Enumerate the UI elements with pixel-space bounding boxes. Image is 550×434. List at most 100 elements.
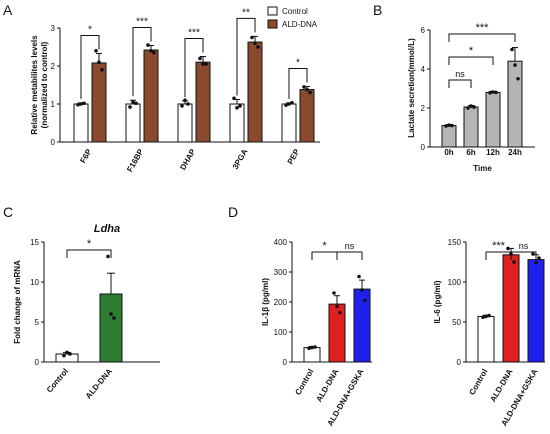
y-axis-label-line: Relative metabilites levels [30,35,39,135]
data-point [65,350,69,355]
comparison-label: ns [519,241,529,251]
panel-label-b: B [373,2,382,18]
significance-bracket [288,68,308,99]
y-axis-label-line: Fold change of mRNA [13,260,22,344]
data-point [513,63,517,67]
x-tick-label: 0h [444,148,453,157]
data-point [305,87,309,92]
y-tick-label: 5 [35,318,40,327]
data-point [335,304,339,309]
y-axis-label: IL-1β (pg/ml) [261,278,270,326]
data-point [450,123,454,128]
data-point [537,256,541,260]
data-point [531,252,535,256]
data-point [146,43,150,47]
data-point [466,106,470,110]
data-point [97,60,101,64]
comparison-bracket [448,33,516,42]
y-tick-label: 2 [421,104,426,113]
bar-control [73,103,89,143]
legend-label: ALD-DNA [282,20,318,29]
bar-series [477,315,495,363]
y-tick-label: 0 [457,358,462,367]
y-tick-label: 400 [274,238,288,247]
data-point [201,62,205,66]
data-point [253,41,257,45]
data-point [484,314,488,319]
data-point [250,35,254,40]
y-tick-label: 1 [51,100,56,109]
y-tick-label: 0 [421,143,426,152]
bar-control [125,103,141,143]
legend-label: Control [282,7,308,16]
data-point [290,101,294,105]
comparison-label: ns [455,69,465,79]
data-point [506,246,510,251]
bar-series [99,293,123,363]
bar-series [55,353,79,363]
data-point [313,345,317,349]
comparison-bracket [311,251,338,260]
panel-label-a: A [3,2,13,18]
bar-series [502,254,520,363]
significance-bracket [184,38,204,97]
comparison-label: * [322,240,327,252]
chart-panel-3-d: 0 100 200 300 400 IL-1β (pg/ml) ControlALD-DNA… [261,238,372,428]
y-axis-label: Fold change of mRNA [13,260,22,344]
y-tick-label: 300 [274,268,288,277]
x-tick-label: PEP [286,147,302,166]
data-point [363,298,367,303]
chart-panel-2-c: 0 5 10 15 Fold change of mRNA Ldha Control ALD-… [13,223,160,400]
y-tick-label: 150 [448,238,462,247]
chart-title: Ldha [94,223,120,235]
bar-series [463,106,479,148]
y-axis-label-line: IL-1β (pg/ml) [261,278,270,326]
data-point [180,104,184,108]
x-tick-label: F6P [78,147,93,165]
data-point [338,310,342,315]
significance-label: ** [242,7,250,18]
comparison-label: * [469,45,474,57]
x-tick-label: 12h [486,148,500,157]
data-point [360,288,364,292]
bar-control [229,103,245,143]
y-tick-label: 0 [35,358,40,367]
data-point [100,68,104,72]
data-point [310,345,314,350]
data-point [512,260,516,264]
data-point [186,102,190,106]
bar-series [303,347,321,363]
data-point [488,90,492,95]
y-axis-label: IL-6 (pg/ml) [433,280,442,323]
data-point [235,106,239,110]
data-point [232,96,236,101]
data-point [472,105,476,109]
data-point [94,49,98,53]
data-point [287,102,291,106]
y-tick-label: 3 [51,24,56,33]
data-point [308,90,312,95]
bar-ald-dna [247,41,263,143]
bar-series [441,125,457,148]
y-tick-label: 10 [30,278,39,287]
data-point [444,124,448,128]
data-point [238,104,242,108]
y-tick-label: 50 [452,318,461,327]
y-tick-label: 200 [274,298,288,307]
x-tick-label: Control [467,368,489,397]
data-point [198,56,202,61]
data-point [82,101,86,106]
x-tick-label: ALD-DNA [488,367,514,403]
data-point [68,352,72,356]
y-axis-label: Relative metabilites levels(normalized t… [30,35,49,135]
data-point [307,346,311,351]
data-point [357,274,361,279]
x-tick-label: Control [293,368,315,397]
comparison-label: * [87,238,92,250]
data-point [481,315,485,320]
data-point [494,90,498,95]
x-tick-label: 24h [508,148,522,157]
